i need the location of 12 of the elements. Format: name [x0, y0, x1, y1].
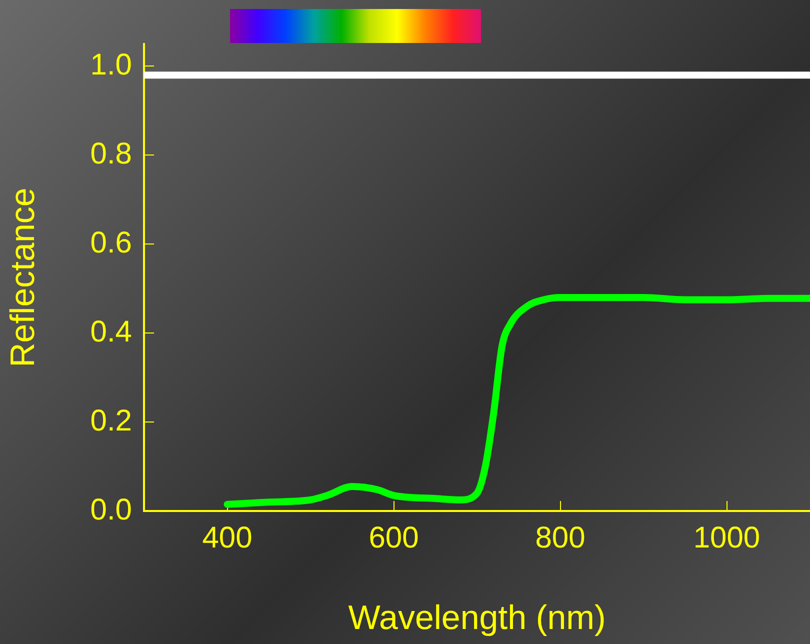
y-axis-title: Reflectance	[4, 188, 42, 368]
y-tick-label: 0.2	[90, 404, 132, 438]
x-tick-label: 400	[202, 521, 252, 554]
y-tick-label: 0.6	[90, 226, 132, 260]
y-tick-label: 1.0	[90, 48, 132, 82]
y-tick-label: 0.0	[90, 493, 132, 526]
y-tick-label: 0.8	[90, 137, 132, 170]
y-tick-label: 0.4	[90, 315, 132, 348]
x-axis-title: Wavelength (nm)	[348, 598, 606, 637]
x-tick-label: 1000	[693, 521, 760, 554]
x-tick-label: 800	[535, 521, 586, 554]
x-tick-label: 600	[368, 521, 419, 554]
